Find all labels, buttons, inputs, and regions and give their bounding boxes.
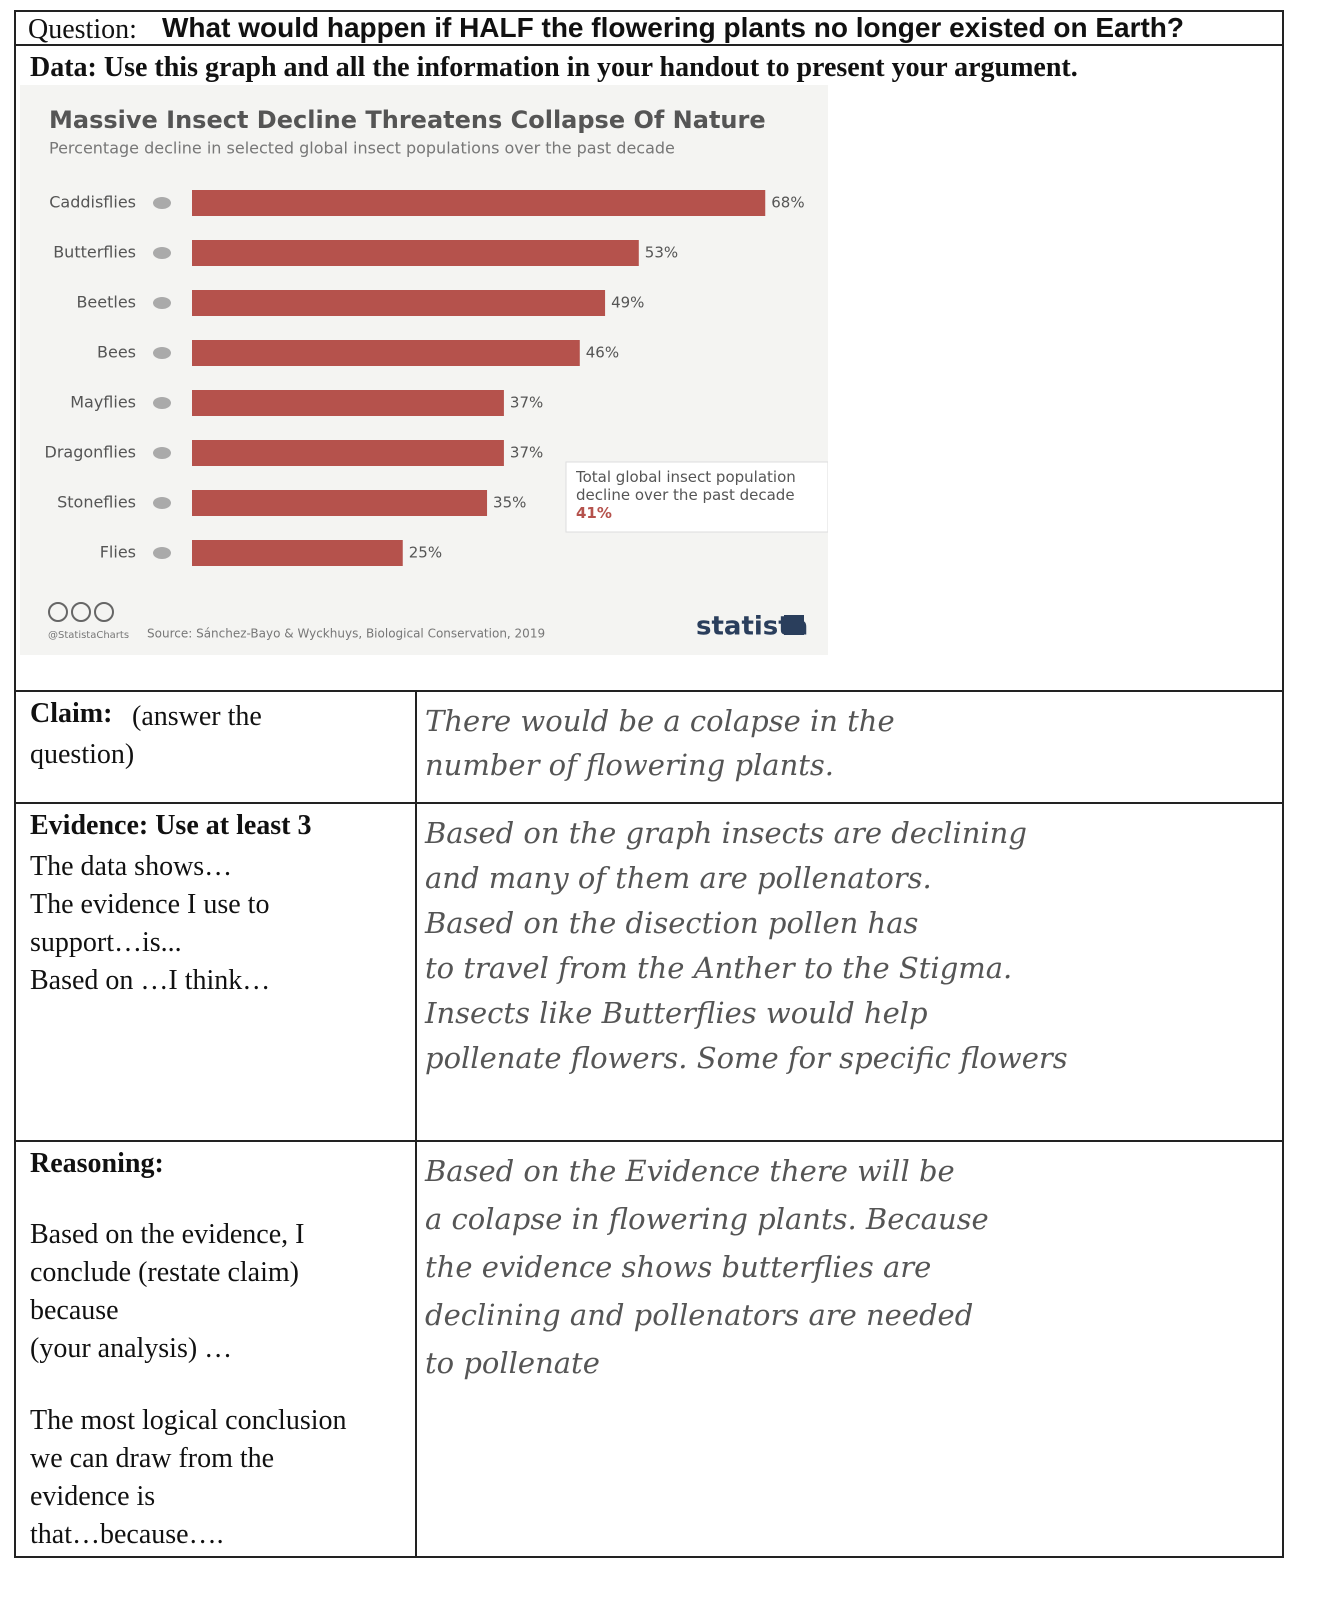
row-heading: Reasoning: [30, 1148, 164, 1179]
cc-icon [48, 602, 68, 622]
bar [192, 290, 606, 316]
brand-icon [784, 615, 804, 635]
row-heading: Claim: [30, 698, 113, 729]
prompt-line: The most logical conclusion [30, 1405, 347, 1436]
insect-icon [153, 297, 171, 309]
value-label: 68% [771, 194, 804, 212]
chart-title: Massive Insect Decline Threatens Collaps… [49, 106, 766, 134]
category-label: Caddisflies [49, 193, 136, 212]
prompt-line: The data shows… [30, 851, 233, 882]
column-divider [415, 802, 417, 1140]
category-label: Stoneflies [57, 493, 136, 512]
insect-icon [153, 247, 171, 259]
column-divider [415, 1140, 417, 1558]
value-label: 35% [493, 494, 526, 512]
insect-icon [153, 197, 171, 209]
insect-icon [153, 347, 171, 359]
annotation-text: Total global insect population decline o… [576, 468, 796, 504]
row-box [14, 690, 1284, 802]
bar [192, 240, 639, 266]
value-label: 37% [510, 444, 543, 462]
row-box [14, 1140, 1284, 1558]
chart-subtitle: Percentage decline in selected global in… [49, 139, 675, 158]
prompt-line: Based on the evidence, I [30, 1219, 305, 1250]
handwritten-line: Based on the disection pollen has [425, 906, 919, 940]
handwritten-line: pollenate flowers. Some for specific flo… [425, 1041, 1068, 1075]
value-label: 49% [611, 294, 644, 312]
question-text: What would happen if HALF the flowering … [162, 12, 1184, 43]
handwritten-line: and many of them are pollenators. [425, 861, 932, 895]
insect-icon [153, 397, 171, 409]
value-label: 37% [510, 394, 543, 412]
handwritten-line: to travel from the Anther to the Stigma. [425, 951, 1013, 985]
row-heading: Evidence: Use at least 3 [30, 810, 312, 841]
category-label: Dragonflies [45, 443, 137, 462]
annotation: Total global insect population decline o… [576, 468, 796, 522]
handwritten-line: to pollenate [425, 1346, 600, 1380]
question-row: Question: What would happen if HALF the … [14, 10, 1284, 46]
credit: @StatistaCharts [48, 630, 129, 641]
handwritten-line: Based on the Evidence there will be [425, 1154, 955, 1188]
bar [192, 540, 403, 566]
prompt-line: evidence is [30, 1481, 156, 1512]
annotation-box [565, 461, 828, 533]
handwritten-line: number of flowering plants. [425, 748, 835, 782]
category-label: Flies [100, 543, 136, 562]
insect-icon [153, 447, 171, 459]
category-label: Mayflies [70, 393, 136, 412]
handwritten-line: a colapse in flowering plants. Because [425, 1202, 989, 1236]
bar [192, 390, 504, 416]
prompt-line: (your analysis) … [30, 1333, 233, 1364]
cc-icon [71, 602, 91, 622]
bar [192, 490, 488, 516]
prompt-line: The evidence I use to [30, 889, 270, 920]
prompt-line: (answer the [132, 701, 262, 732]
bar [192, 440, 504, 466]
chart: Massive Insect Decline Threatens Collaps… [20, 85, 828, 655]
chart-background [20, 85, 828, 655]
category-label: Beetles [76, 293, 136, 312]
column-divider [415, 690, 417, 802]
bar [192, 190, 766, 216]
insect-icon [153, 497, 171, 509]
category-label: Bees [97, 343, 136, 362]
bar [192, 340, 580, 366]
value-label: 46% [586, 344, 619, 362]
handwritten-line: the evidence shows butterflies are [425, 1250, 932, 1284]
insect-icon [153, 547, 171, 559]
prompt-line: that…because…. [30, 1519, 224, 1550]
row-box [14, 802, 1284, 1140]
handwritten-line: There would be a colapse in the [425, 704, 895, 738]
handwritten-line: declining and pollenators are needed [425, 1298, 974, 1332]
prompt-line: support…is... [30, 927, 182, 958]
cc-icon [94, 602, 114, 622]
data-prompt: Data: Use this graph and all the informa… [30, 52, 1078, 83]
handwritten-line: Based on the graph insects are declining [425, 816, 1027, 850]
handwritten-line: Insects like Butterflies would help [425, 996, 928, 1030]
category-label: Butterflies [53, 243, 136, 262]
annotation-value: 41% [576, 504, 612, 522]
prompt-line: because [30, 1295, 119, 1326]
prompt-line: question) [30, 739, 135, 770]
prompt-line: conclude (restate claim) [30, 1257, 299, 1288]
source: Source: Sánchez-Bayo & Wyckhuys, Biologi… [147, 627, 545, 641]
prompt-line: Based on …I think… [30, 965, 271, 996]
value-label: 53% [645, 244, 678, 262]
question-label: Question: [28, 14, 137, 45]
prompt-line: we can draw from the [30, 1443, 275, 1474]
value-label: 25% [409, 544, 442, 562]
worksheet [14, 10, 1284, 1558]
